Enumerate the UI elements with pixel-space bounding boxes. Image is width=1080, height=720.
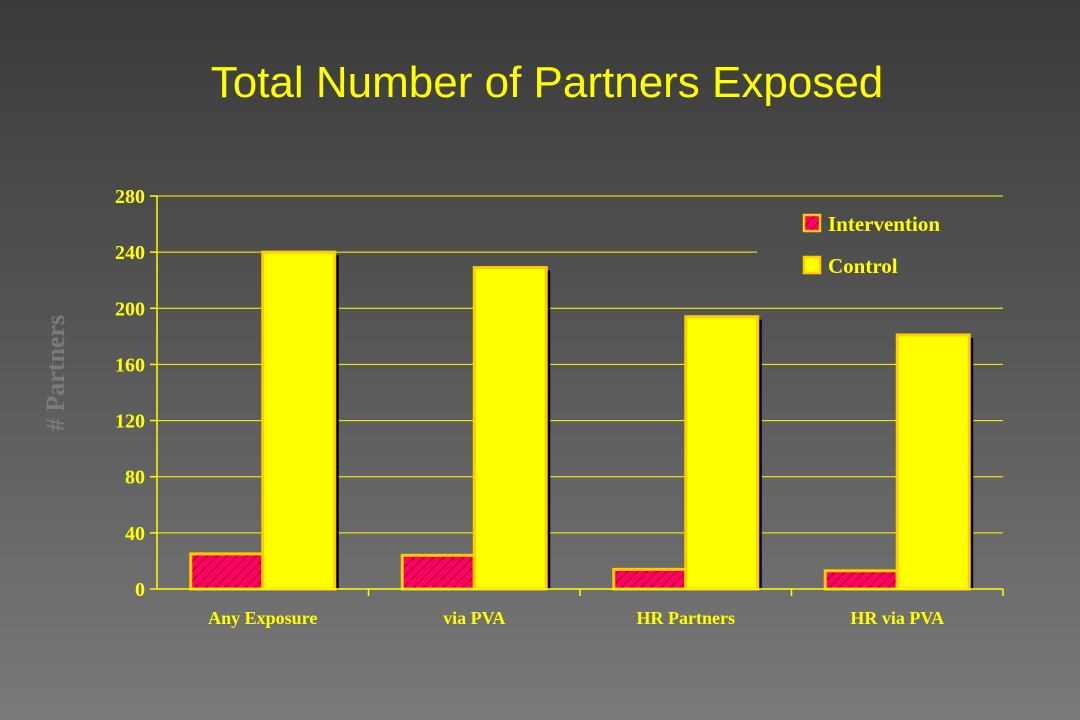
bar-intervention-3 (823, 569, 899, 591)
y-tick-label: 80 (125, 467, 145, 489)
legend-label-intervention: Intervention (828, 212, 940, 236)
bar-control-2 (684, 315, 760, 591)
legend-label-control: Control (828, 254, 898, 278)
y-tick-label: 0 (135, 579, 145, 601)
y-tick-label: 40 (125, 523, 145, 545)
y-tick-label: 160 (115, 354, 145, 376)
legend: Intervention Control (802, 212, 940, 278)
axis-labels: 0 40 80 120 160 200 240 280 Any Exposure via PVA H… (41, 186, 944, 628)
bar-intervention-1 (400, 553, 476, 591)
bar-control-1 (472, 266, 548, 591)
y-tick-label: 280 (115, 186, 145, 208)
legend-swatch-intervention (802, 213, 822, 233)
y-tick-label: 200 (115, 298, 145, 320)
bar-control-0 (261, 250, 337, 591)
bars (189, 250, 974, 591)
x-category-label: HR Partners (637, 608, 735, 628)
x-category-label: Any Exposure (208, 608, 317, 628)
slide-title: Total Number of Partners Exposed (210, 58, 884, 107)
x-category-label: HR via PVA (850, 608, 944, 628)
x-category-label: via PVA (443, 608, 505, 628)
bar-intervention-2 (612, 567, 688, 591)
axes (150, 195, 1004, 596)
y-axis-title: # Partners (41, 315, 70, 431)
y-tick-label: 240 (115, 242, 145, 264)
bar-intervention-0 (189, 552, 265, 591)
legend-swatch-control (802, 255, 822, 275)
bar-control-3 (895, 333, 971, 591)
y-tick-label: 120 (115, 411, 145, 433)
